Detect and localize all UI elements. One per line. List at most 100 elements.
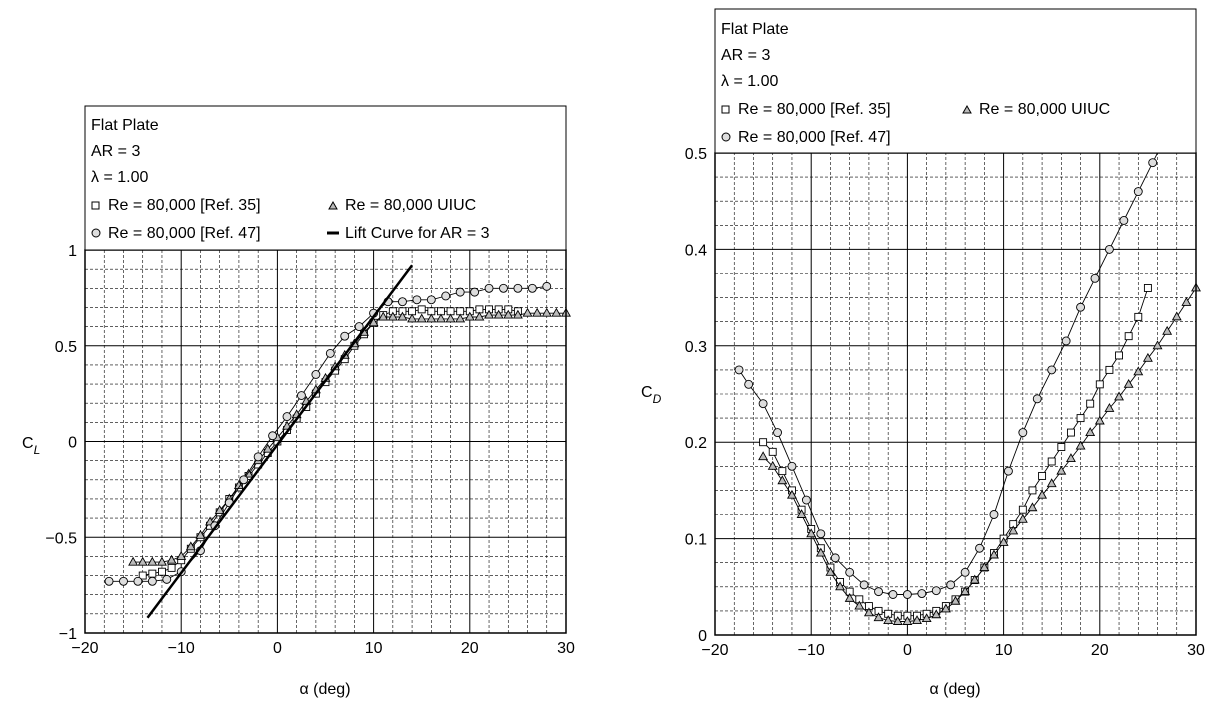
right-point-triangle	[1085, 427, 1096, 437]
right-point-triangle	[950, 595, 961, 605]
left-chart-ticks: −20 −10 0 10 20 30 −1 −0.5 0 0.5 1	[45, 243, 575, 657]
left-point-square	[167, 563, 176, 572]
right-x-tick-label: 0	[903, 642, 912, 659]
left-x-axis-label: α (deg)	[299, 681, 350, 698]
left-point-circle	[282, 412, 292, 422]
left-point-circle	[297, 391, 306, 400]
right-point-triangle	[969, 574, 980, 584]
right-point-triangle	[1142, 352, 1153, 362]
right-point-triangle	[1133, 366, 1144, 376]
left-point-circle	[542, 281, 552, 291]
right-point-triangle	[758, 451, 769, 461]
right-point-square	[1134, 312, 1143, 321]
right-point-triangle	[1104, 403, 1115, 412]
right-point-triangle	[1114, 391, 1125, 401]
right-point-triangle	[767, 460, 778, 470]
left-point-triangle	[512, 309, 523, 319]
right-legend-circle-marker	[721, 132, 731, 142]
left-point-circle	[268, 431, 278, 441]
right-legend: Flat Plate AR = 3 λ = 1.00 Re = 80,000 […	[714, 8, 1197, 154]
right-point-circle	[787, 461, 797, 471]
right-point-square	[1086, 399, 1095, 408]
right-point-circle	[734, 365, 744, 375]
right-point-square	[1115, 351, 1123, 360]
right-point-circle	[773, 428, 782, 438]
left-point-triangle	[128, 556, 139, 566]
right-point-triangle	[786, 489, 797, 499]
left-point-circle	[119, 576, 128, 586]
right-point-circle	[1090, 273, 1100, 283]
right-point-circle	[1148, 158, 1158, 168]
left-point-triangle	[532, 307, 543, 317]
right-point-triangle	[892, 616, 903, 625]
left-series-line-square	[142, 308, 518, 576]
right-point-triangle	[902, 616, 913, 625]
right-chart-series	[734, 129, 1201, 625]
right-point-triangle	[1171, 311, 1182, 321]
left-point-circle	[340, 331, 350, 341]
right-point-triangle	[806, 528, 817, 538]
left-chart-grid	[85, 250, 566, 633]
left-point-square	[158, 567, 166, 576]
right-series-line-triangle	[762, 287, 1197, 622]
left-point-triangle	[416, 313, 427, 323]
left-x-tick-label: 10	[365, 640, 383, 657]
left-point-circle	[239, 475, 249, 485]
left-legend-circle-marker	[91, 228, 101, 238]
left-point-circle	[253, 452, 263, 462]
left-point-circle	[470, 287, 480, 297]
right-point-circle	[845, 567, 855, 577]
right-point-circle	[801, 495, 811, 505]
right-point-square	[1018, 505, 1027, 514]
right-point-square	[1095, 380, 1104, 389]
right-point-triangle	[1027, 502, 1038, 512]
left-legend-line-2: AR = 3	[91, 143, 140, 160]
right-point-circle	[874, 587, 883, 597]
left-point-triangle	[455, 313, 466, 323]
right-point-triangle	[1162, 325, 1173, 335]
right-point-triangle	[1008, 525, 1019, 535]
right-point-triangle	[796, 509, 807, 518]
right-point-square	[1143, 284, 1152, 292]
left-point-triangle	[541, 307, 552, 317]
right-point-triangle	[835, 581, 846, 591]
right-legend-entry-ref35: Re = 80,000 [Ref. 35]	[738, 101, 891, 118]
right-y-tick-label: 0.3	[685, 339, 707, 356]
right-legend-entry-uiuc: Re = 80,000 UIUC	[979, 101, 1110, 118]
right-point-triangle	[1094, 415, 1105, 425]
right-point-circle	[975, 543, 984, 553]
right-point-square	[778, 467, 787, 476]
left-point-circle	[104, 576, 114, 586]
right-y-tick-label: 0	[698, 628, 707, 645]
right-point-triangle	[1056, 465, 1067, 475]
right-point-triangle	[940, 603, 951, 613]
left-point-triangle	[464, 311, 475, 321]
left-legend-line-1: Flat Plate	[91, 117, 159, 134]
left-point-square	[138, 571, 147, 580]
right-x-tick-label: −10	[798, 642, 825, 659]
right-point-square	[1105, 365, 1114, 374]
right-point-triangle	[979, 562, 990, 571]
right-point-circle	[946, 580, 956, 590]
left-legend-line-3: λ = 1.00	[91, 169, 148, 186]
left-point-triangle	[166, 554, 177, 564]
left-point-circle	[484, 283, 494, 293]
right-point-triangle	[873, 612, 884, 622]
right-point-triangle	[1123, 378, 1134, 388]
left-point-triangle	[407, 313, 418, 323]
right-legend-line-1: Flat Plate	[721, 21, 789, 38]
right-y-axis-label: CD	[641, 384, 662, 406]
left-point-triangle	[387, 311, 398, 321]
left-y-axis-label: CL	[22, 435, 40, 457]
left-x-tick-label: 20	[461, 640, 479, 657]
left-point-triangle	[503, 309, 514, 319]
right-legend-entry-ref47: Re = 80,000 [Ref. 47]	[738, 129, 891, 146]
right-point-triangle	[883, 615, 894, 624]
left-point-triangle	[426, 313, 437, 323]
right-x-tick-label: 20	[1091, 642, 1109, 659]
left-point-triangle	[147, 556, 158, 566]
left-x-tick-label: −10	[168, 640, 195, 657]
right-point-circle	[1119, 216, 1129, 225]
left-series-line-line	[146, 264, 414, 619]
